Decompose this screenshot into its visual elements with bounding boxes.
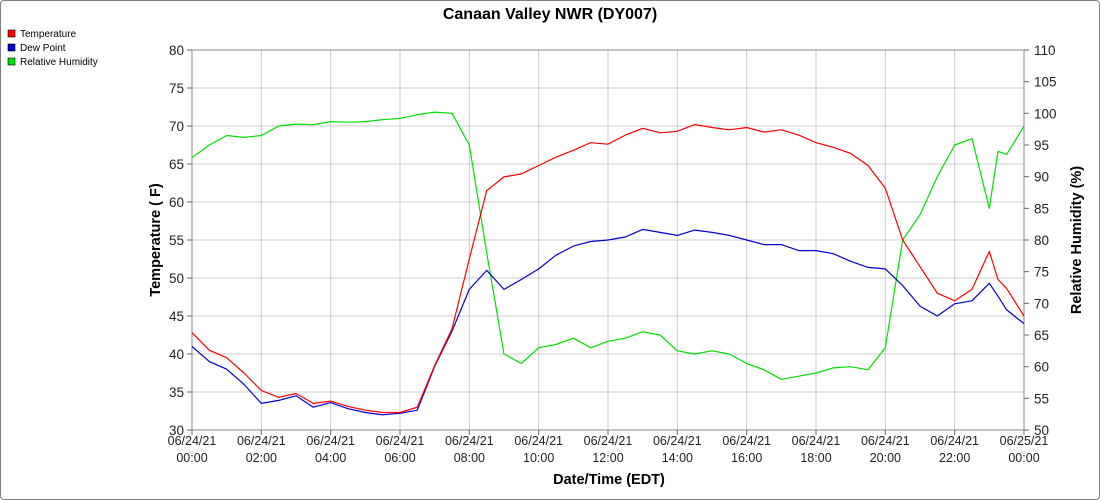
x-tick-date: 06/24/21 [653, 434, 702, 448]
y-tick-label: 80 [169, 43, 184, 58]
x-tick-time: 12:00 [592, 451, 623, 465]
x-tick-date: 06/24/21 [376, 434, 425, 448]
y-tick-label: 30 [169, 423, 184, 438]
x-axis-label: Date/Time (EDT) [553, 472, 665, 488]
legend-swatch [7, 29, 16, 38]
x-tick-date: 06/24/21 [168, 434, 217, 448]
chart-title: Canaan Valley NWR (DY007) [443, 6, 657, 23]
y2-tick-label: 60 [1034, 360, 1049, 375]
y2-tick-label: 85 [1034, 201, 1049, 216]
x-axis-ticks: 06/24/21 00:00 06/24/21 02:00 06/24/21 04:00 0… [168, 430, 1049, 465]
relative-humidity-line [191, 111, 1025, 380]
y-tick-label: 35 [169, 385, 184, 400]
y-tick-label: 65 [169, 157, 184, 172]
legend-label: Dew Point [20, 43, 66, 54]
x-tick-date: 06/24/21 [237, 434, 286, 448]
legend-label: Relative Humidity [20, 57, 98, 68]
x-tick-date: 06/25/21 [1000, 434, 1049, 448]
legend-swatch [7, 43, 16, 52]
legend-swatch [7, 57, 16, 66]
y2-tick-label: 90 [1034, 170, 1049, 185]
x-tick-time: 04:00 [315, 451, 346, 465]
x-tick-time: 08:00 [454, 451, 485, 465]
y2-tick-label: 50 [1034, 423, 1049, 438]
y-tick-label: 70 [169, 119, 184, 134]
y2-tick-label: 105 [1034, 75, 1057, 90]
x-tick-time: 02:00 [246, 451, 277, 465]
x-tick-date: 06/24/21 [445, 434, 494, 448]
y2-tick-label: 110 [1034, 43, 1056, 58]
x-tick-date: 06/24/21 [584, 434, 633, 448]
y-tick-label: 75 [169, 81, 184, 96]
y2-tick-label: 95 [1034, 138, 1049, 153]
y2-tick-label: 65 [1034, 328, 1049, 343]
y-tick-label: 60 [169, 195, 184, 210]
y2-axis-label: Relative Humidity (%) [1069, 166, 1085, 314]
y-axis-ticks: 30 35 40 45 50 55 60 65 70 75 80 [169, 43, 192, 438]
temperature-line [191, 123, 1025, 414]
y2-tick-label: 100 [1034, 106, 1057, 121]
x-tick-time: 00:00 [1008, 451, 1039, 465]
x-tick-date: 06/24/21 [514, 434, 563, 448]
x-tick-date: 06/24/21 [930, 434, 979, 448]
x-tick-date: 06/24/21 [861, 434, 910, 448]
x-tick-time: 14:00 [662, 451, 693, 465]
x-tick-time: 16:00 [731, 451, 762, 465]
x-tick-date: 06/24/21 [792, 434, 841, 448]
x-tick-time: 00:00 [176, 451, 207, 465]
y2-axis-ticks: 50 55 60 65 70 75 80 85 90 95 100 105 110 [1024, 43, 1057, 438]
x-tick-time: 10:00 [523, 451, 554, 465]
y2-tick-label: 55 [1034, 391, 1049, 406]
x-tick-time: 18:00 [800, 451, 831, 465]
y-tick-label: 55 [169, 233, 184, 248]
x-tick-date: 06/24/21 [722, 434, 771, 448]
y-axis-label: Temperature ( F) [148, 183, 164, 297]
y2-tick-label: 75 [1034, 265, 1049, 280]
x-tick-date: 06/24/21 [306, 434, 355, 448]
y-tick-label: 45 [169, 309, 184, 324]
x-tick-time: 20:00 [870, 451, 901, 465]
y-tick-label: 50 [169, 271, 184, 286]
y2-tick-label: 80 [1034, 233, 1049, 248]
y2-tick-label: 70 [1034, 296, 1049, 311]
x-tick-time: 06:00 [384, 451, 415, 465]
legend-label: Temperature [20, 29, 77, 40]
x-tick-time: 22:00 [939, 451, 970, 465]
legend: Temperature Dew Point Relative Humidity [7, 29, 98, 68]
y-tick-label: 40 [169, 347, 184, 362]
series-layer [191, 111, 1025, 416]
dew-point-line [191, 228, 1025, 416]
